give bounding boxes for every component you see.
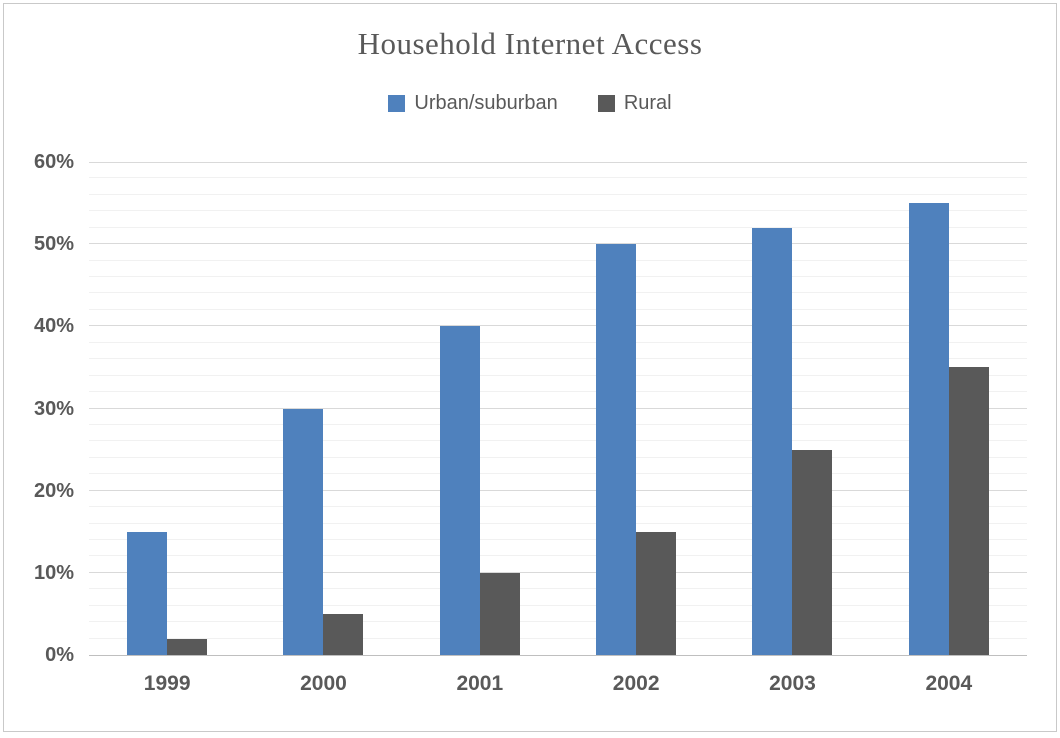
bar-groups [89,162,1027,655]
bar-rural-2002 [636,531,677,655]
y-tick-20: 20% [33,479,74,502]
legend-swatch-urban-suburban [388,95,406,112]
y-tick-30: 30% [33,397,74,420]
y-tick-50: 50% [33,233,74,256]
legend-label-rural: Rural [623,92,672,114]
x-label-2004: 2004 [925,672,973,695]
bar-group-2003 [714,162,870,655]
bar-urban-suburban-1999 [127,531,168,655]
bar-rural-2000 [323,613,364,655]
chart-frame: Household Internet Access Urban/suburban… [3,3,1057,732]
y-tick-60: 60% [33,151,74,173]
plot-area [89,162,1027,656]
x-label-2000: 2000 [300,672,347,695]
bar-rural-1999 [167,638,208,655]
x-label-2003: 2003 [769,672,816,695]
bar-group-1999 [89,162,245,655]
bar-urban-suburban-2002 [596,244,637,655]
bar-group-2001 [402,162,558,655]
chart-title: Household Internet Access [357,26,703,61]
legend-item-rural: Rural [597,92,672,115]
y-tick-40: 40% [33,315,74,338]
bar-group-2002 [558,162,714,655]
x-axis-labels: 1999 2000 2001 2002 2003 2004 [89,672,1027,696]
legend-item-urban-suburban: Urban/suburban [388,92,558,115]
bar-urban-suburban-2000 [283,408,324,655]
bar-group-2000 [245,162,401,655]
bar-urban-suburban-2004 [908,203,949,655]
legend-label-urban-suburban: Urban/suburban [414,92,558,114]
y-axis-labels: 0% 10% 20% 30% 40% 50% 60% [4,152,74,665]
x-label-2002: 2002 [612,672,660,695]
bar-rural-2004 [948,367,989,655]
y-tick-0: 0% [45,644,74,666]
bar-urban-suburban-2001 [439,326,480,655]
x-label-1999: 1999 [143,672,191,695]
bar-rural-2003 [792,449,833,655]
legend-swatch-rural [597,95,615,112]
bar-group-2004 [871,162,1027,655]
legend: Urban/suburban Rural [4,92,1056,115]
y-tick-10: 10% [33,561,74,584]
bar-rural-2001 [479,572,520,655]
bar-urban-suburban-2003 [752,227,793,655]
x-label-2001: 2001 [456,672,504,695]
